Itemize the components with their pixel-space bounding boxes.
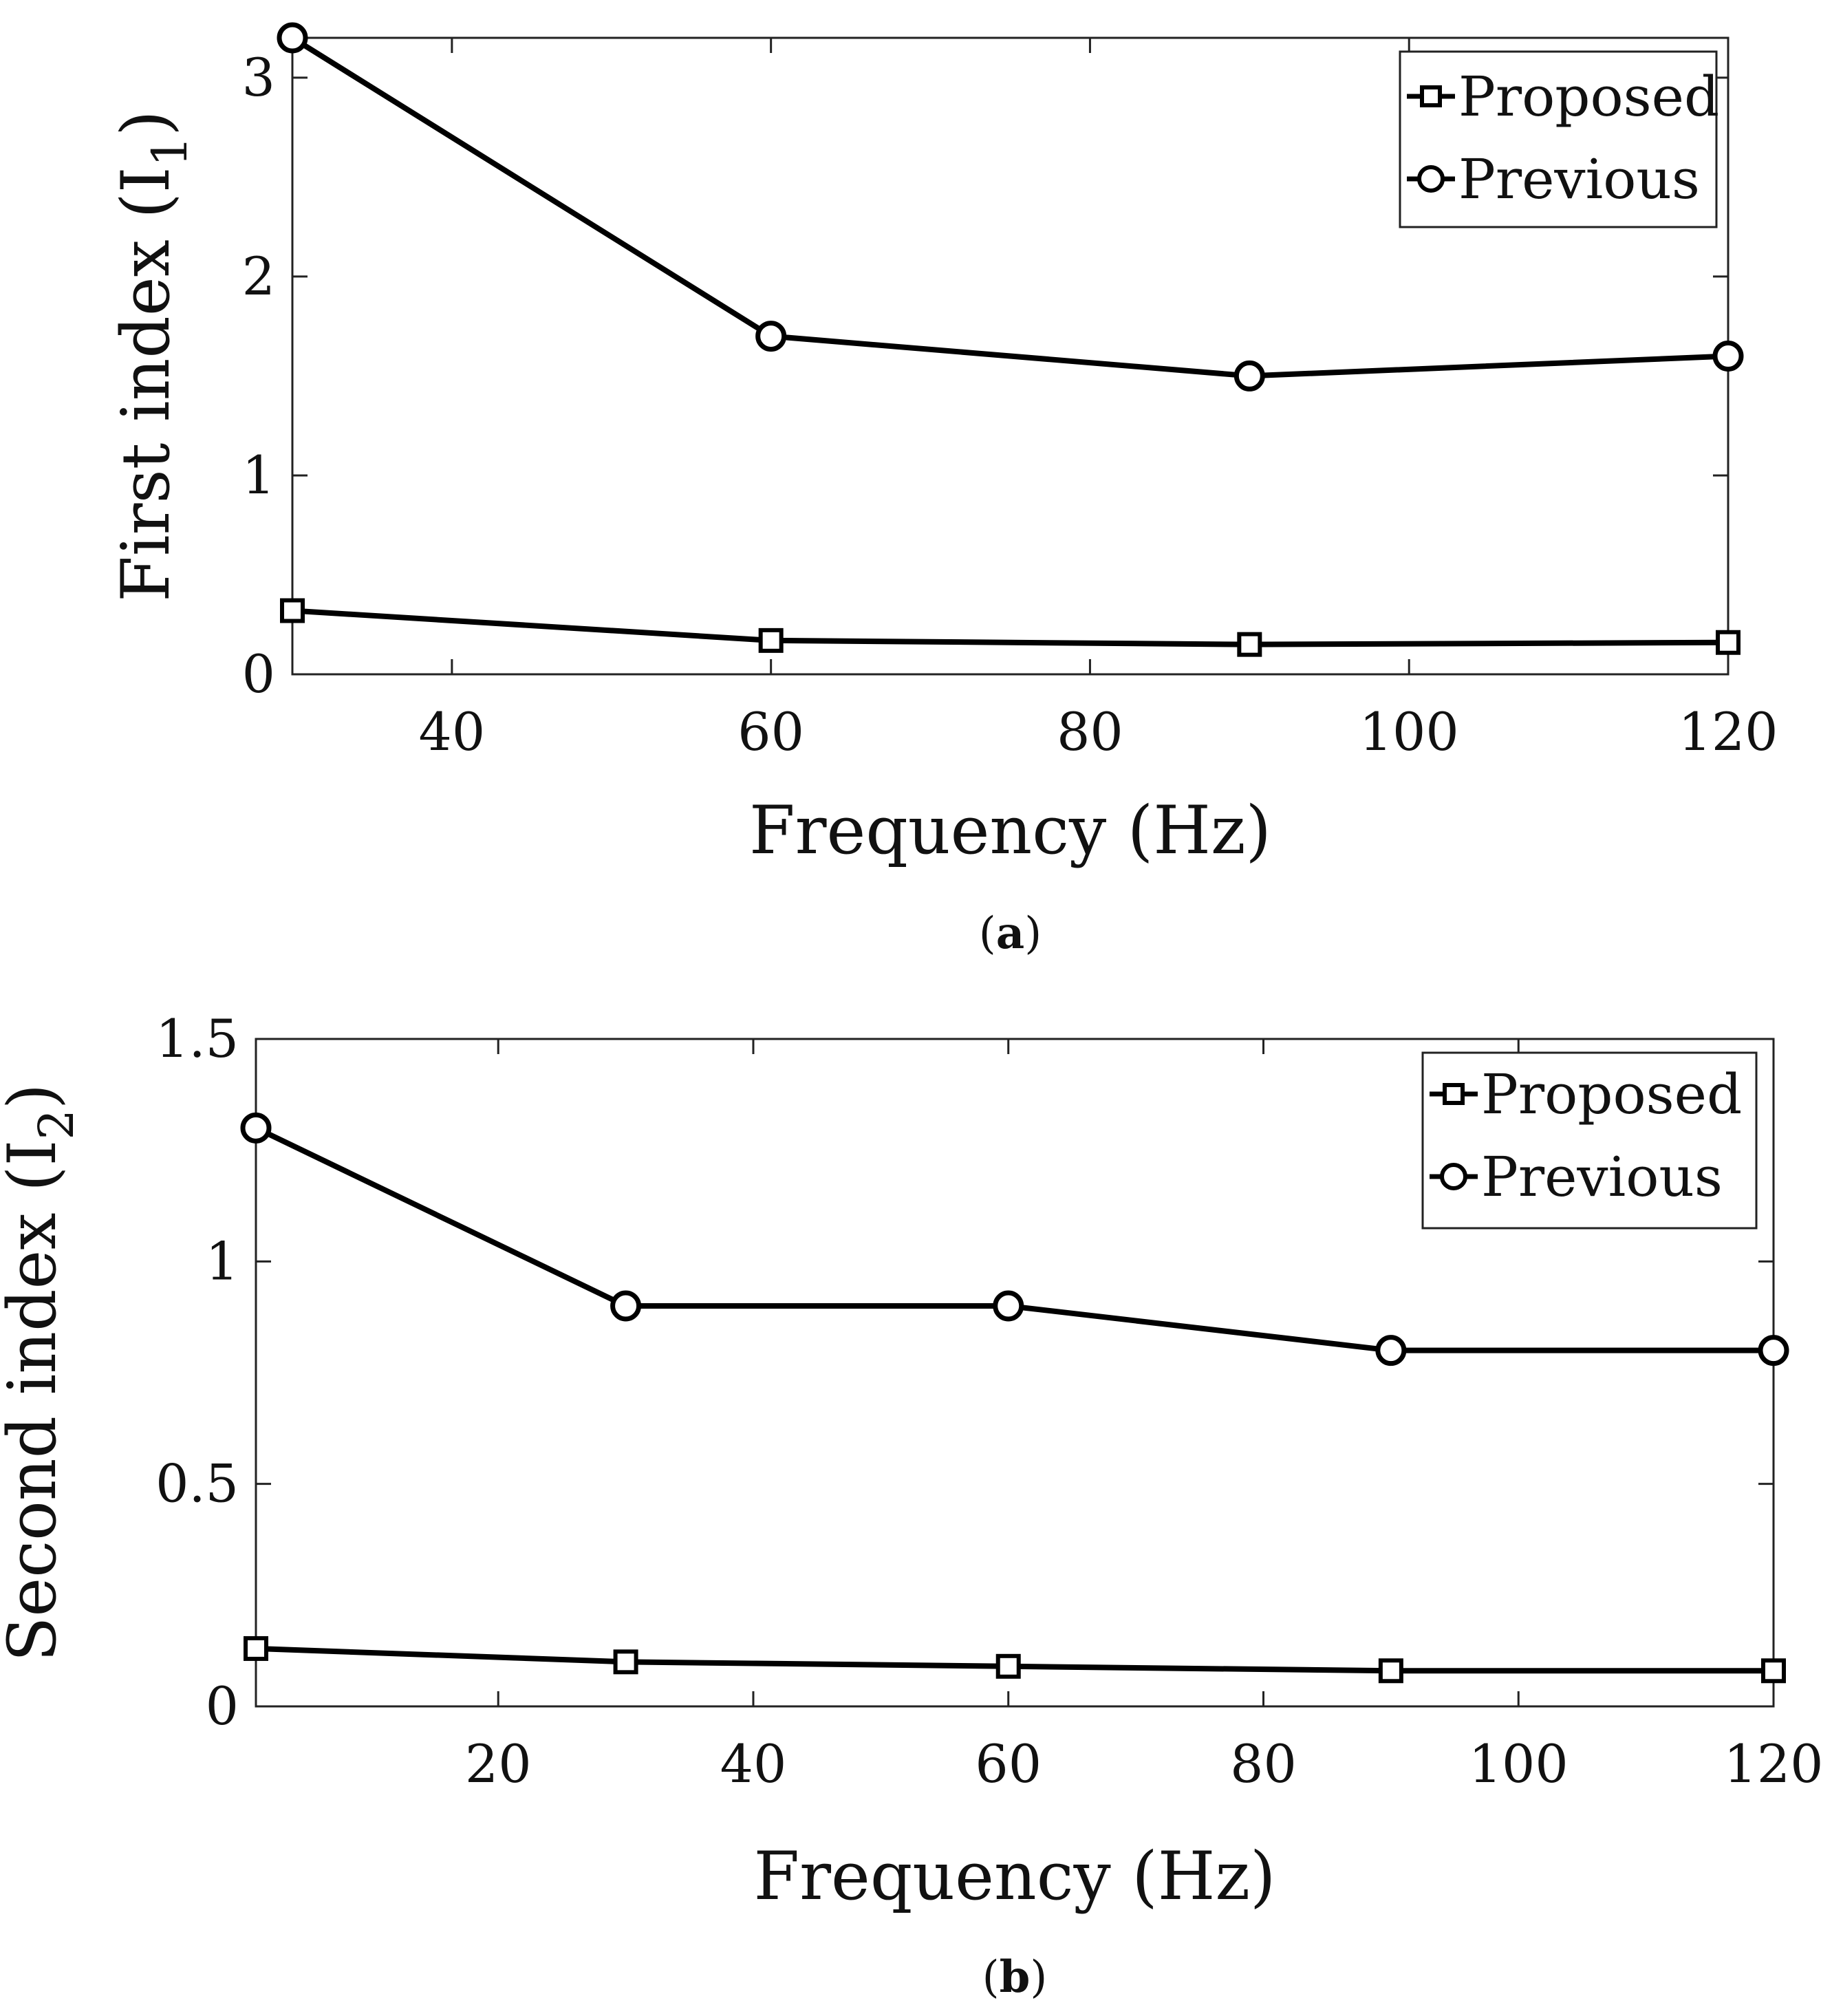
x-axis-label: Frequency (Hz): [754, 1838, 1276, 1915]
y-tick-label: 0: [242, 643, 275, 705]
x-tick-label: 120: [1723, 1733, 1823, 1794]
data-point-previous: [277, 22, 308, 54]
axes-box: [255, 1038, 1775, 1708]
data-point-previous: [240, 1112, 272, 1144]
y-tick-label: 3: [242, 47, 275, 108]
x-axis-label: Frequency (Hz): [749, 792, 1271, 869]
chart-panel-b: 20 40 60 80 100 120 0 0.5 1 1.5 Frequency (Hz) Seco…: [0, 1008, 1824, 2003]
y-axis-label-subscript: 1: [142, 136, 198, 167]
data-point-proposed: [995, 1653, 1021, 1679]
x-tick-label: 20: [465, 1733, 532, 1794]
y-axis-label: First index (I1): [107, 110, 198, 601]
caption-letter: a: [996, 908, 1024, 959]
y-tick-label: 0: [206, 1675, 239, 1737]
series-line-previous: [290, 35, 1729, 379]
caption-open: (: [982, 1952, 1000, 2003]
data-point-previous: [1375, 1335, 1407, 1366]
data-point-previous: [610, 1290, 642, 1322]
chart-panel-a: 40 60 80 100 120 0 1 2 3 Frequency (Hz) First inde…: [107, 22, 1778, 959]
legend-label-proposed: Proposed: [1458, 65, 1719, 129]
x-tick-label: 80: [1057, 701, 1123, 762]
y-axis-label-close: ): [107, 110, 184, 136]
legend-label-previous: Previous: [1458, 147, 1700, 211]
data-point-proposed: [613, 1649, 638, 1675]
caption-close: ): [1024, 908, 1042, 959]
data-point-proposed: [758, 628, 784, 653]
x-tick-label: 100: [1469, 1733, 1569, 1794]
y-tick-label: 2: [242, 246, 275, 307]
y-axis-label: Second index (I2): [0, 1084, 85, 1662]
y-tick-label: 1.5: [155, 1008, 239, 1069]
data-point-proposed: [280, 598, 305, 623]
data-point-previous: [755, 321, 787, 352]
x-tick-label: 40: [720, 1733, 787, 1794]
data-point-proposed: [1237, 632, 1262, 657]
series-line-proposed: [292, 608, 1729, 647]
panel-caption: (a): [979, 908, 1042, 959]
caption-open: (: [979, 908, 996, 959]
data-point-proposed: [1378, 1658, 1403, 1684]
data-point-proposed: [244, 1636, 268, 1661]
legend-box: [1399, 50, 1718, 228]
x-tick-label: 100: [1359, 701, 1459, 762]
data-point-previous: [1233, 360, 1265, 392]
legend-marker-square: [1420, 85, 1442, 107]
legend: Proposed Previous: [1399, 50, 1719, 228]
legend-marker-square: [1443, 1083, 1465, 1105]
legend-label-proposed: Proposed: [1481, 1062, 1742, 1126]
legend-marker-circle: [1417, 165, 1445, 193]
caption-close: ): [1030, 1952, 1047, 2003]
caption-letter: b: [1000, 1951, 1031, 2003]
data-point-proposed: [1761, 1658, 1786, 1684]
x-tick-label: 80: [1230, 1733, 1297, 1794]
x-tick-label: 40: [419, 701, 486, 762]
y-tick-label: 0.5: [155, 1453, 239, 1514]
legend-box: [1421, 1051, 1758, 1230]
x-tick-label: 120: [1678, 701, 1778, 762]
x-tick-label: 60: [975, 1733, 1042, 1794]
data-point-previous: [993, 1290, 1024, 1322]
legend-marker-circle: [1440, 1163, 1467, 1190]
y-tick-label: 1: [206, 1230, 239, 1291]
y-axis-label-subscript: 2: [28, 1109, 85, 1140]
legend: Proposed Previous: [1421, 1051, 1758, 1230]
y-axis-label-main: First index (I: [107, 167, 184, 601]
y-tick-label: 1: [242, 444, 275, 506]
y-axis-label-main: Second index (I: [0, 1140, 71, 1662]
data-point-proposed: [1716, 630, 1741, 655]
data-point-previous: [1712, 341, 1744, 372]
y-axis-label-close: ): [0, 1084, 71, 1109]
legend-label-previous: Previous: [1481, 1145, 1723, 1209]
panel-caption: (b): [982, 1951, 1048, 2003]
x-tick-label: 60: [737, 701, 804, 762]
data-point-previous: [1758, 1335, 1789, 1366]
